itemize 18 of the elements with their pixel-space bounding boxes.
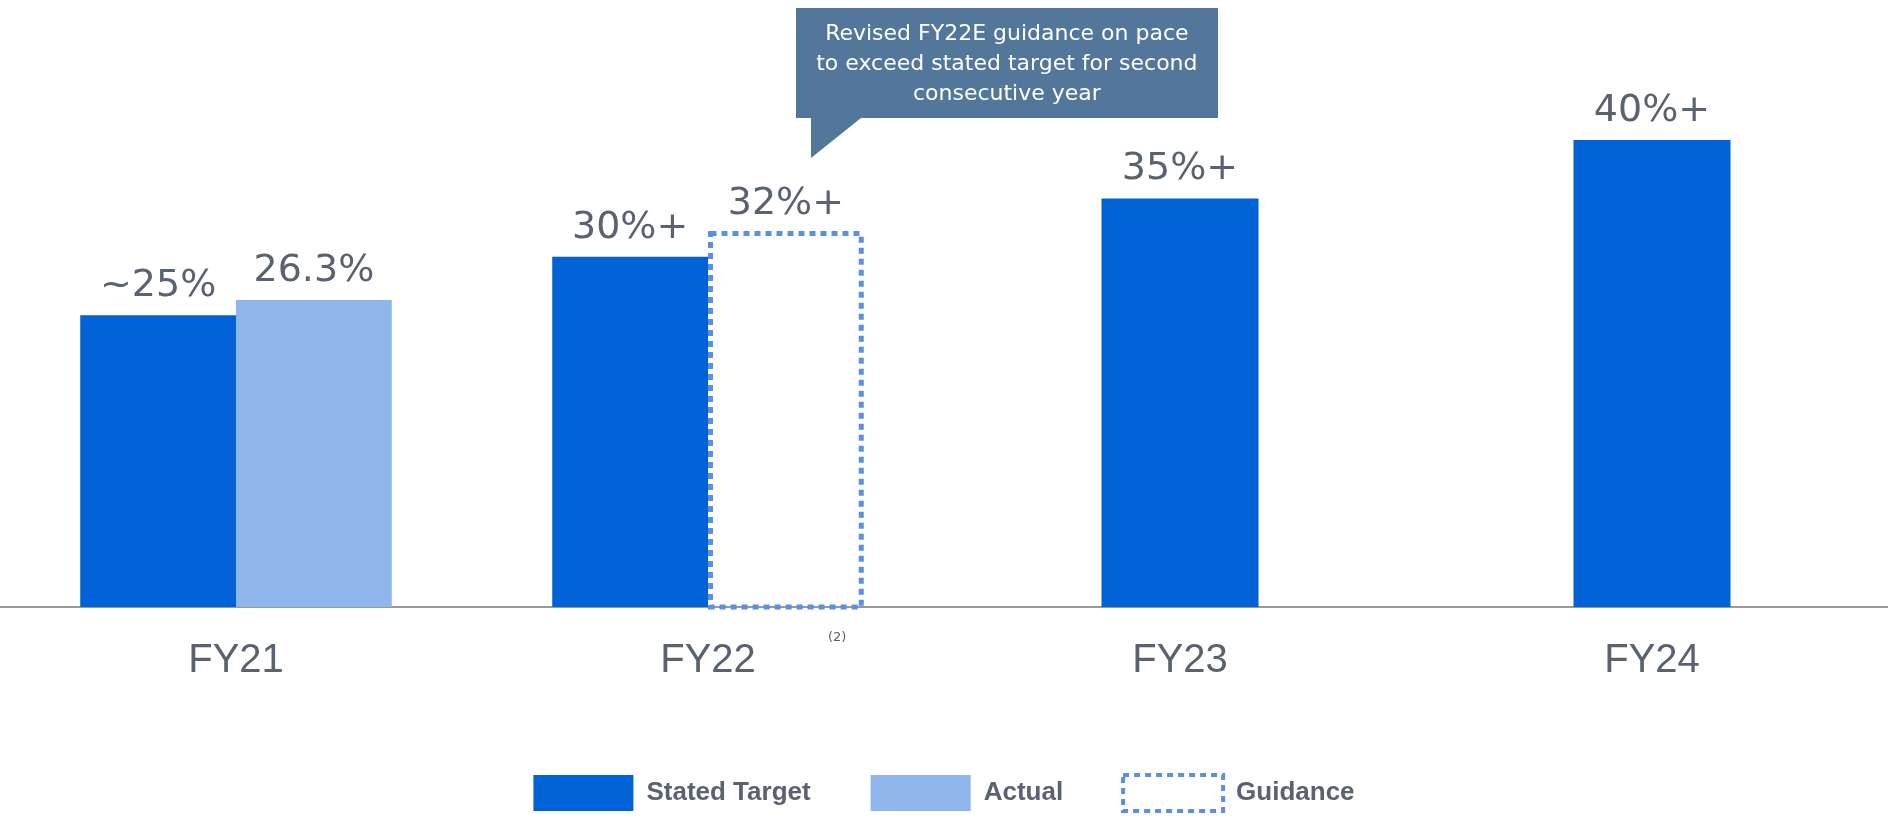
data-label: 32%+ <box>727 179 845 224</box>
text: Revised FY22E guidance on pace to exceed stated target for second consecutive year <box>795 8 1218 118</box>
bar <box>236 299 392 607</box>
data-label: 26.3% <box>253 245 375 290</box>
legend-label: Stated Target <box>646 776 811 807</box>
legend-label: Actual <box>983 776 1064 807</box>
x-tick-label: FY23 <box>1132 636 1228 681</box>
x-tick-label: FY24 <box>1604 636 1700 681</box>
data-label: ~25% <box>99 261 217 305</box>
text: (2) <box>828 629 847 644</box>
data-label: 30%+ <box>571 202 689 247</box>
x-tick-label: FY21 <box>188 636 284 681</box>
data-label: 35%+ <box>1121 144 1239 189</box>
legend-label: Guidance <box>1236 776 1355 807</box>
x-tick-label: FY22 <box>660 636 756 681</box>
bar <box>1573 140 1731 607</box>
bar <box>80 315 236 607</box>
data-label: 40%+ <box>1593 85 1711 130</box>
